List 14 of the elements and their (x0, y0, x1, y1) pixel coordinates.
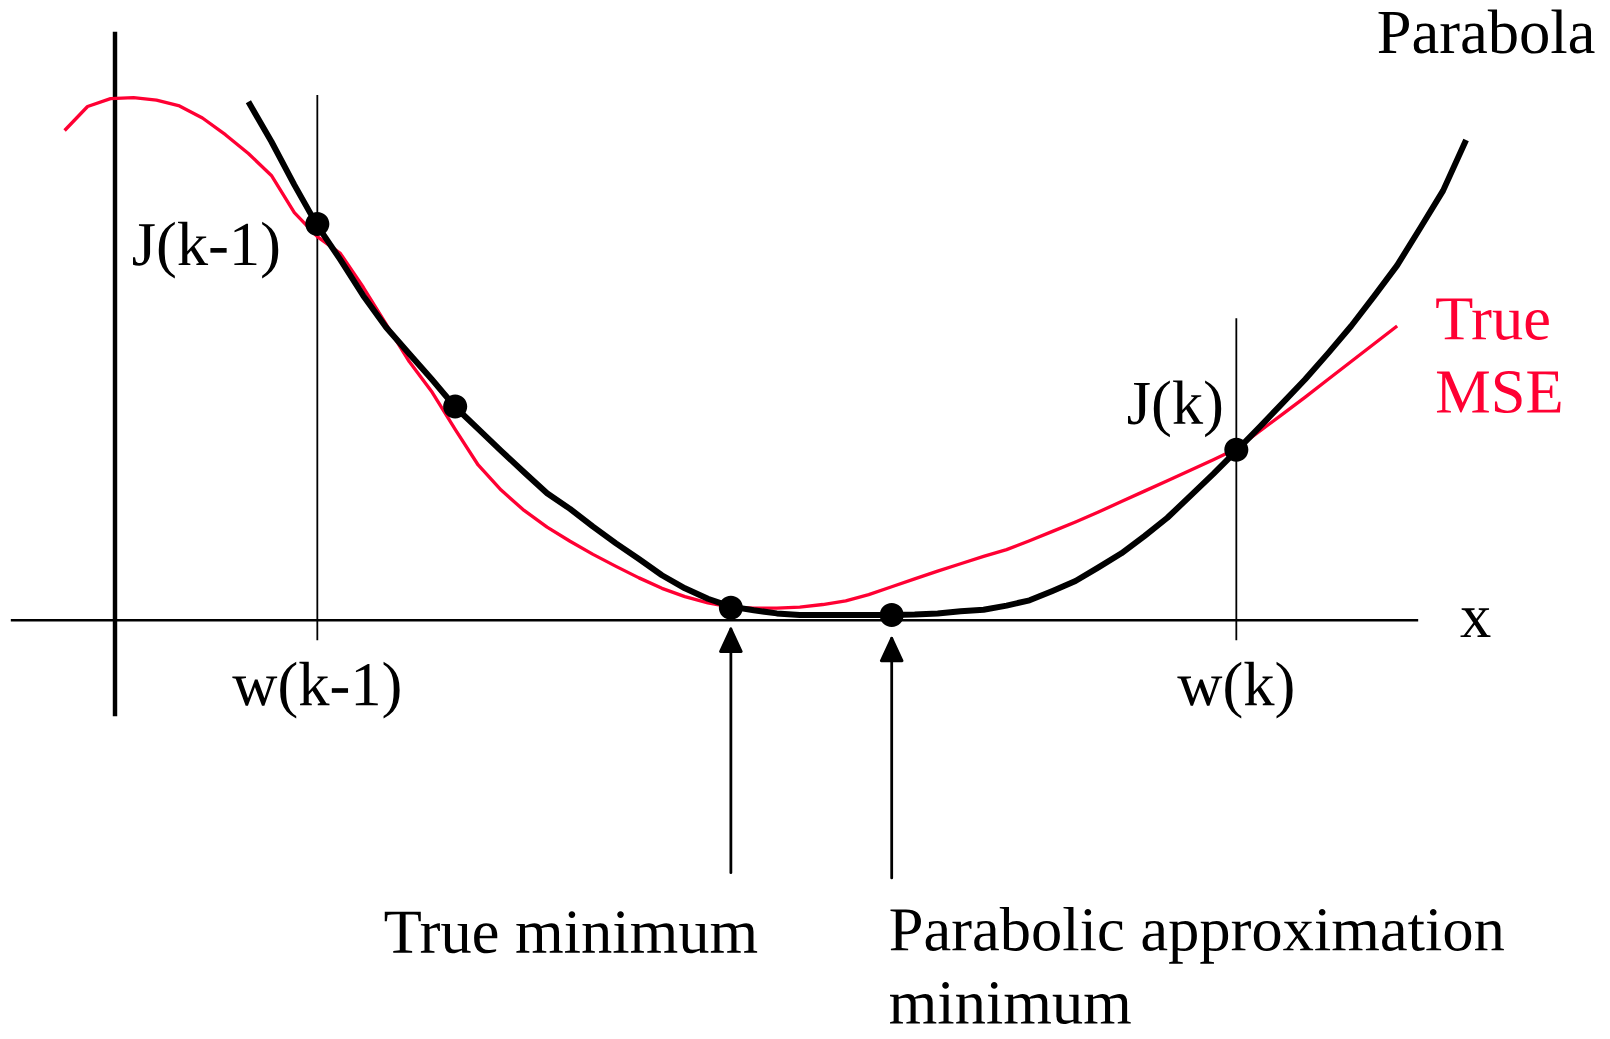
x-tick-label: w(k) (1177, 661, 1293, 719)
x-tick-label: w(k-1) (232, 661, 400, 719)
point (879, 602, 904, 627)
annotation: J(k-1) (133, 221, 279, 279)
point (305, 212, 330, 237)
text: Parabolic approximation minimum (890, 906, 1504, 1025)
point (718, 595, 743, 620)
series-label: True MSE (1436, 298, 1561, 414)
x-axis-title: x (1460, 608, 1491, 637)
annotation: J(k) (1128, 380, 1222, 438)
text: True minimum (384, 911, 758, 954)
point (1224, 437, 1249, 462)
point (443, 394, 468, 419)
series-label: Parabola (1378, 9, 1595, 54)
